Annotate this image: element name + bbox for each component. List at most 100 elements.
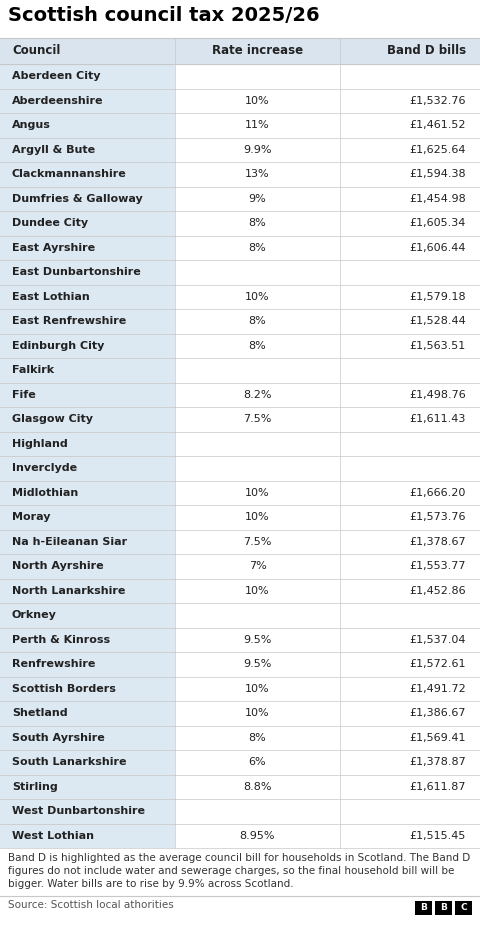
Text: 8%: 8% [249,733,266,743]
Bar [0,750,175,774]
Bar [175,113,480,138]
Text: £1,594.38: £1,594.38 [409,169,466,179]
Bar [0,676,175,701]
Bar [175,162,480,186]
Bar [0,726,175,750]
Text: £1,572.61: £1,572.61 [409,659,466,670]
Bar [0,456,175,480]
Text: Band D bills: Band D bills [387,45,466,57]
Bar [175,456,480,480]
Bar [175,578,480,603]
Bar [0,186,175,211]
Text: £1,569.41: £1,569.41 [409,733,466,743]
Text: Source: Scottish local athorities: Source: Scottish local athorities [8,900,174,910]
Text: 8.8%: 8.8% [243,782,272,792]
Text: Na h-Eileanan Siar: Na h-Eileanan Siar [12,536,127,547]
Bar [175,750,480,774]
Text: C: C [460,903,467,913]
Bar [0,530,175,554]
Bar [455,901,472,915]
Text: 10%: 10% [245,586,270,595]
Text: Dundee City: Dundee City [12,218,88,228]
Text: B: B [420,903,427,913]
Text: £1,454.98: £1,454.98 [409,194,466,204]
Bar [175,603,480,628]
Bar [175,530,480,554]
Text: 7%: 7% [249,561,266,572]
Text: 10%: 10% [245,96,270,106]
Bar [0,652,175,676]
Text: £1,606.44: £1,606.44 [409,243,466,253]
Bar [0,824,175,848]
Text: 8.95%: 8.95% [240,831,275,841]
Text: North Ayrshire: North Ayrshire [12,561,104,572]
Text: 8%: 8% [249,218,266,228]
Bar [175,358,480,382]
Text: Edinburgh City: Edinburgh City [12,340,104,351]
Text: Falkirk: Falkirk [12,365,54,376]
Bar [0,578,175,603]
Bar [0,382,175,407]
Text: £1,461.52: £1,461.52 [409,120,466,130]
Bar [0,628,175,652]
Bar [175,676,480,701]
Bar [0,88,175,113]
Bar [175,824,480,848]
Text: 11%: 11% [245,120,270,130]
Text: South Lanarkshire: South Lanarkshire [12,757,127,767]
Bar [175,382,480,407]
Text: £1,563.51: £1,563.51 [410,340,466,351]
Bar [0,284,175,309]
Text: £1,573.76: £1,573.76 [409,513,466,522]
Text: East Ayrshire: East Ayrshire [12,243,95,253]
Text: £1,528.44: £1,528.44 [409,317,466,326]
Text: Highland: Highland [12,438,68,449]
Text: 7.5%: 7.5% [243,415,272,424]
Bar [175,309,480,334]
Text: 10%: 10% [245,292,270,301]
Bar [0,407,175,432]
Bar [0,64,175,88]
Text: £1,611.87: £1,611.87 [409,782,466,792]
Text: East Lothian: East Lothian [12,292,90,301]
Bar [175,334,480,358]
Text: £1,553.77: £1,553.77 [409,561,466,572]
Text: West Dunbartonshire: West Dunbartonshire [12,806,145,816]
Bar [0,554,175,578]
Text: Aberdeen City: Aberdeen City [12,71,100,81]
Bar [0,38,480,64]
Bar [175,138,480,162]
Text: Council: Council [12,45,60,57]
Text: Glasgow City: Glasgow City [12,415,93,424]
Text: 10%: 10% [245,488,270,497]
Text: £1,498.76: £1,498.76 [409,390,466,399]
Bar [0,701,175,726]
Text: figures do not include water and sewerage charges, so the final household bill w: figures do not include water and sewerag… [8,866,455,876]
Text: Clackmannanshire: Clackmannanshire [12,169,127,179]
Text: £1,666.20: £1,666.20 [409,488,466,497]
Bar [175,628,480,652]
Text: 9.9%: 9.9% [243,145,272,155]
Text: East Dunbartonshire: East Dunbartonshire [12,267,141,278]
Bar [0,309,175,334]
Text: 10%: 10% [245,684,270,693]
Bar [0,236,175,260]
Text: 7.5%: 7.5% [243,536,272,547]
Text: 9%: 9% [249,194,266,204]
Bar [175,726,480,750]
Text: 9.5%: 9.5% [243,634,272,645]
Text: 8%: 8% [249,317,266,326]
Bar [175,652,480,676]
Text: £1,515.45: £1,515.45 [409,831,466,841]
Text: £1,378.87: £1,378.87 [409,757,466,767]
Bar [175,186,480,211]
Text: Midlothian: Midlothian [12,488,78,497]
Text: £1,532.76: £1,532.76 [409,96,466,106]
Text: £1,491.72: £1,491.72 [409,684,466,693]
Bar [175,260,480,284]
Bar [0,162,175,186]
Text: Argyll & Bute: Argyll & Bute [12,145,95,155]
Text: Shetland: Shetland [12,708,68,718]
Bar [175,505,480,530]
Text: East Renfrewshire: East Renfrewshire [12,317,126,326]
